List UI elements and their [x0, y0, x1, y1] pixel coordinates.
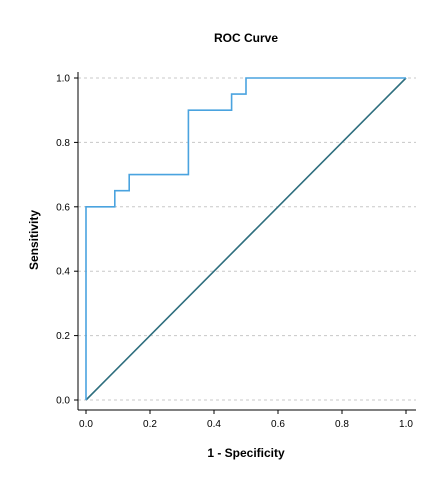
y-tick-label-2: 0.4: [56, 267, 70, 278]
x-tick-label-5: 1.0: [399, 419, 413, 430]
y-tick-label-0: 0.0: [56, 396, 70, 407]
roc-curve-line: [85, 77, 406, 400]
y-tick-label-1: 0.2: [56, 331, 70, 342]
chart-title: ROC Curve: [214, 31, 278, 45]
x-tick-label-4: 0.8: [335, 419, 349, 430]
y-tick-label-4: 0.8: [56, 138, 70, 149]
x-tick-label-1: 0.2: [143, 419, 157, 430]
series-layer: [85, 77, 407, 401]
x-tick-label-2: 0.4: [207, 419, 221, 430]
y-tick-label-5: 1.0: [56, 74, 70, 85]
x-tick-label-0: 0.0: [79, 419, 93, 430]
x-axis-label: 1 - Specificity: [207, 446, 285, 460]
axes-layer: [77, 72, 416, 411]
x-tick-label-3: 0.6: [271, 419, 285, 430]
ticks-layer: 0.0 0.2 0.4 0.6 0.8 1.0 0.0 0.2 0.4 0.6 0.8 1.0: [56, 74, 413, 431]
y-tick-label-3: 0.6: [56, 202, 70, 213]
y-axis-label: Sensitivity: [27, 210, 41, 270]
reference-diagonal-line: [85, 77, 407, 401]
